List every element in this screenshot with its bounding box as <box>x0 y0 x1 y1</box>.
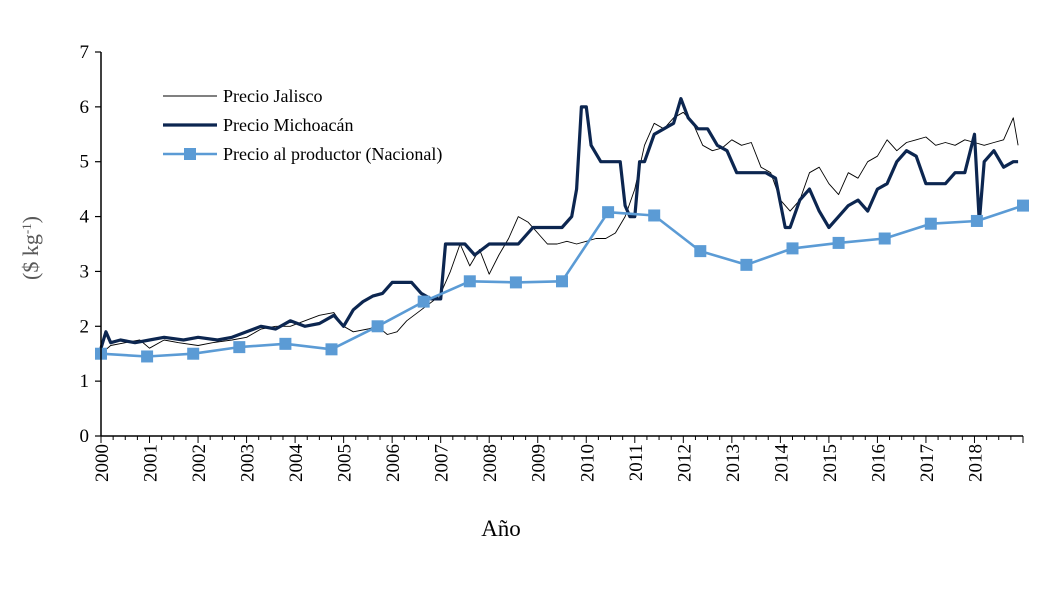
legend-label-1: Precio Michoacán <box>223 115 353 135</box>
y-axis-title-superscript: -1 <box>19 223 34 234</box>
y-tick-label: 3 <box>80 261 90 282</box>
series-marker <box>924 217 937 230</box>
x-tick-label: 2003 <box>238 444 259 482</box>
series-marker <box>694 245 707 258</box>
x-tick-label: 2010 <box>577 444 598 482</box>
x-tick-label: 2015 <box>820 444 841 482</box>
series-marker <box>832 236 845 249</box>
series-marker <box>371 320 384 333</box>
series-marker <box>1017 199 1029 212</box>
x-tick-label: 2012 <box>674 444 695 482</box>
x-tick-label: 2004 <box>286 444 307 483</box>
x-tick-label: 2002 <box>189 444 210 482</box>
y-tick-label: 0 <box>80 426 90 447</box>
series-line-0 <box>100 111 1019 355</box>
y-tick-label: 6 <box>80 97 90 118</box>
x-tick-label: 2014 <box>771 444 792 483</box>
y-ticks: 0 1 2 3 4 5 6 7 <box>80 42 101 447</box>
x-tick-label: 2001 <box>141 444 162 482</box>
series-marker <box>786 242 799 255</box>
x-tick-label: 2005 <box>335 444 356 482</box>
legend: Precio Jalisco Precio Michoacán Precio al … <box>163 86 442 165</box>
y-tick-label: 1 <box>80 371 90 392</box>
series-marker <box>325 343 338 356</box>
series-marker <box>463 275 476 288</box>
y-tick-label: 5 <box>80 152 90 173</box>
x-tick-label: 2000 <box>92 444 113 482</box>
y-tick-label: 4 <box>80 207 90 228</box>
series-marker <box>187 347 200 360</box>
legend-label-2: Precio al productor (Nacional) <box>223 144 442 165</box>
legend-marker <box>184 148 196 160</box>
series-marker <box>970 214 983 227</box>
y-axis-title-close: ) <box>18 216 43 223</box>
x-tick-label: 2013 <box>723 444 744 482</box>
y-axis-title-main: ($ kg <box>18 234 43 280</box>
x-tick-label: 2007 <box>432 444 453 482</box>
series-marker <box>141 350 154 363</box>
legend-label-0: Precio Jalisco <box>223 86 322 106</box>
series-marker <box>648 209 661 222</box>
series-marker <box>556 275 568 288</box>
x-tick-label: 2008 <box>480 444 501 482</box>
y-tick-label: 2 <box>80 316 90 337</box>
x-tick-label: 2017 <box>917 444 938 482</box>
series-marker <box>233 341 246 354</box>
x-tick-label: 2011 <box>626 444 647 481</box>
series-line-1 <box>99 96 1019 349</box>
y-axis-title: ($ kg-1) <box>18 216 43 280</box>
x-tick-label: 2009 <box>529 444 550 482</box>
x-tick-label: 2006 <box>383 444 404 482</box>
x-ticks: 2000 2001 2002 2003 2004 2005 2006 2007 2008 2009… <box>92 436 1024 483</box>
x-axis-title: Año <box>481 516 521 541</box>
series-marker <box>740 258 753 271</box>
x-tick-label: 2018 <box>965 444 986 482</box>
series-marker <box>878 232 891 245</box>
series-marker <box>602 206 615 219</box>
x-tick-label: 2016 <box>868 444 889 482</box>
series-marker <box>417 295 430 308</box>
series-marker <box>279 337 292 350</box>
series-marker <box>509 276 522 289</box>
y-tick-label: 7 <box>80 42 90 63</box>
plot-area <box>95 96 1029 363</box>
